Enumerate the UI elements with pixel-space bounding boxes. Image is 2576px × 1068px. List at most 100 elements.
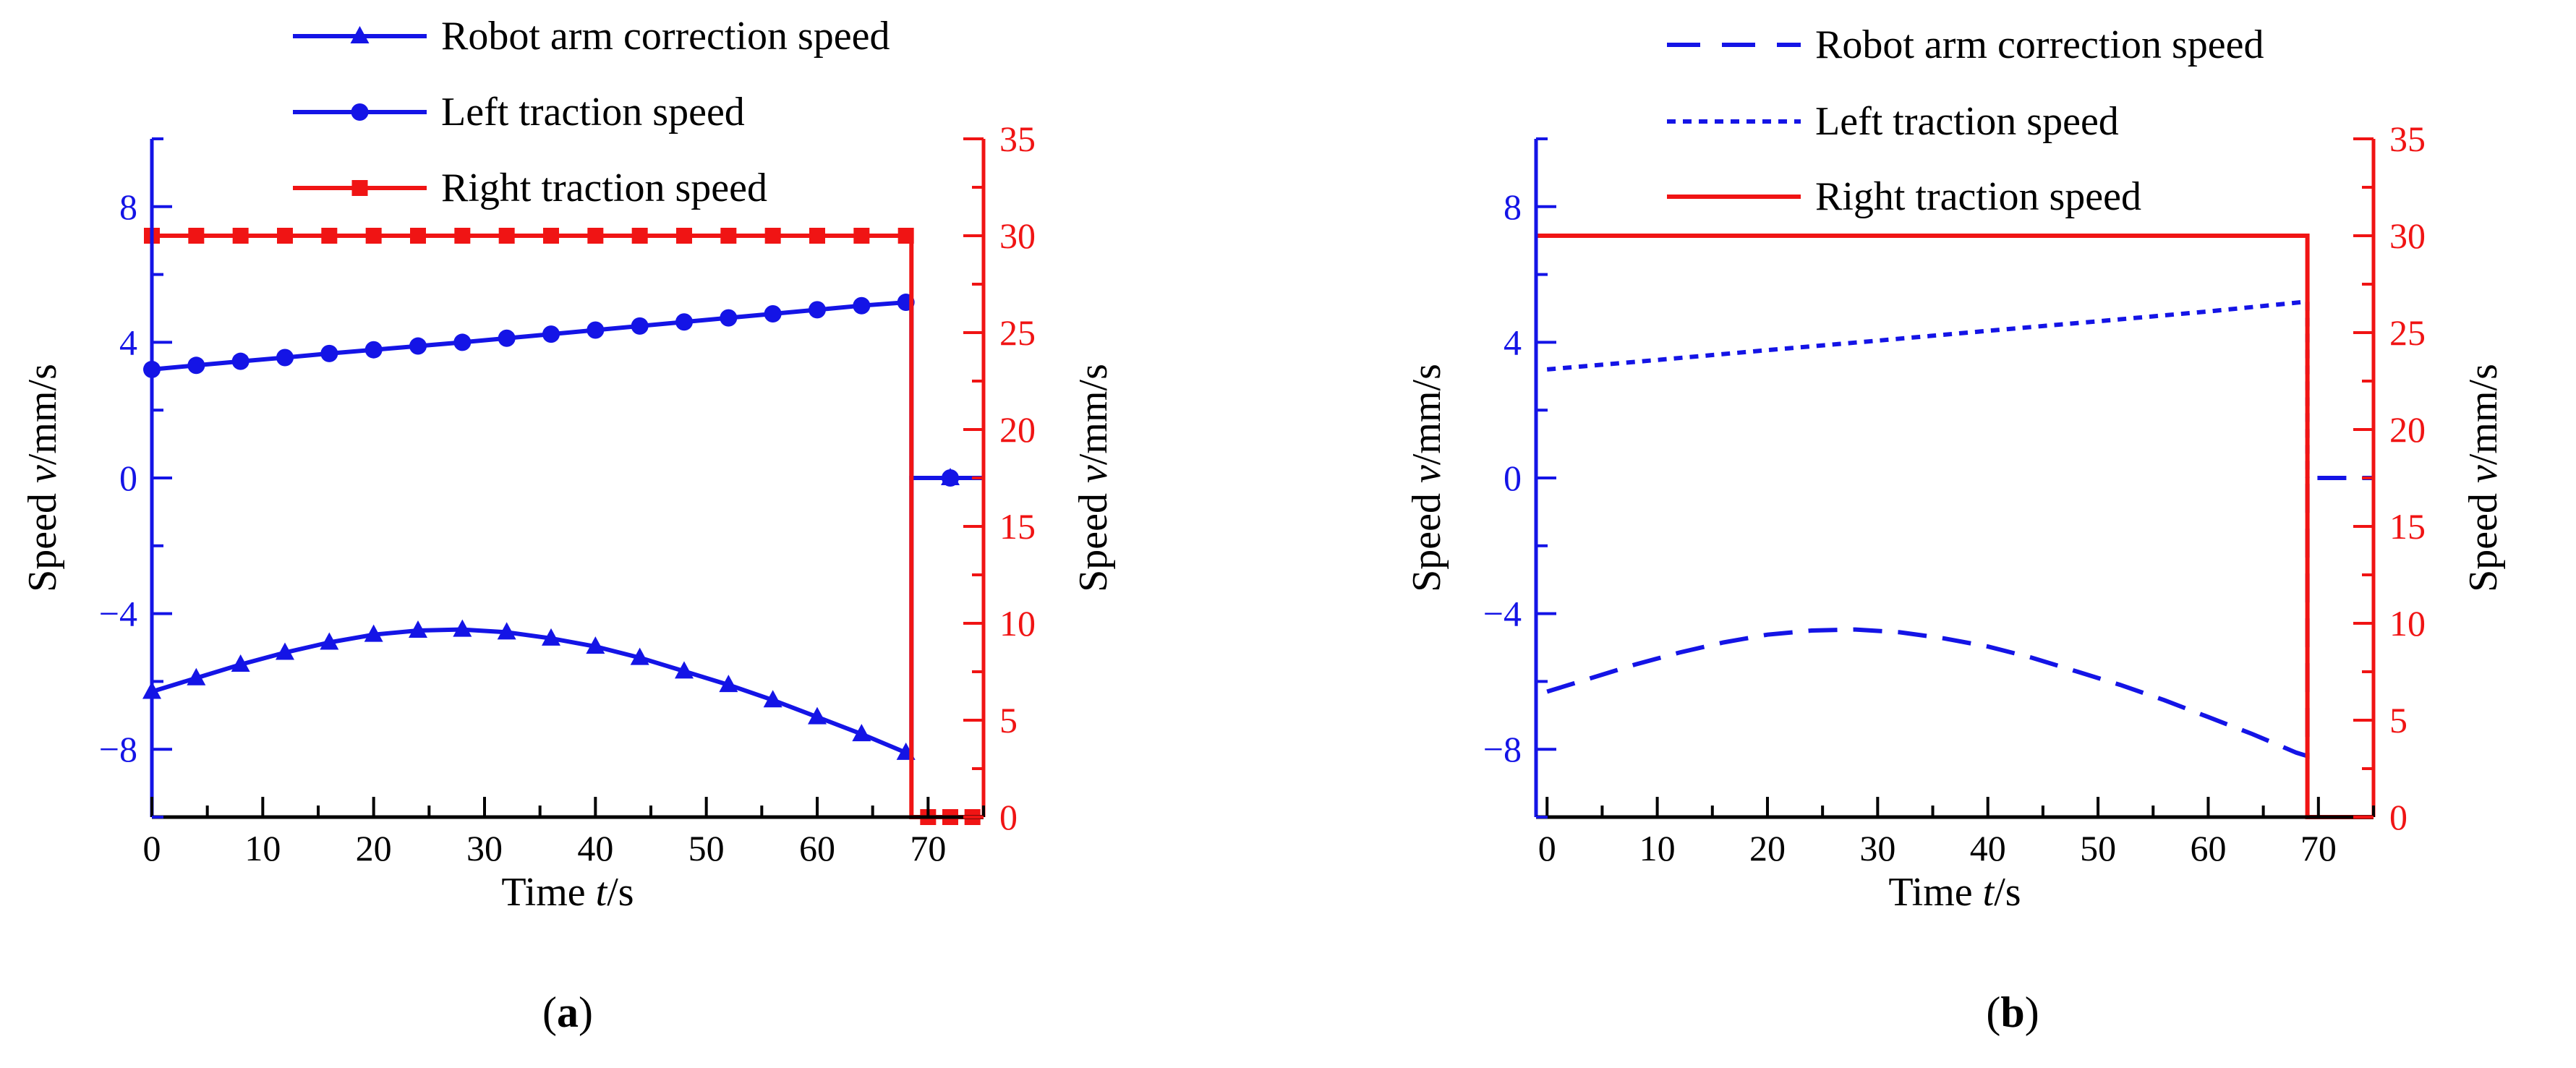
x-tick-label: 40 <box>577 828 613 868</box>
y-left-axis-title-var: v <box>20 465 65 483</box>
circle-marker <box>942 469 959 487</box>
triangle-marker <box>763 690 782 708</box>
y-right-tick-label: 25 <box>2389 312 2426 353</box>
triangle-marker <box>542 628 560 646</box>
y-right-axis-title-var: v <box>2461 465 2506 483</box>
circle-marker <box>587 321 605 339</box>
y-left-tick-label: −8 <box>1483 729 1522 769</box>
circle-marker <box>409 337 427 355</box>
square-marker <box>277 228 293 244</box>
x-tick-label: 30 <box>1859 828 1895 868</box>
y-right-tick-label: 30 <box>999 215 1036 256</box>
circle-marker <box>320 344 338 362</box>
y-right-tick-label: 25 <box>999 312 1036 353</box>
square-marker <box>365 228 382 244</box>
legend-circle-marker <box>351 103 369 121</box>
x-tick-label: 50 <box>2080 828 2116 868</box>
chart-panel-b: 0 10 20 30 40 50 60 70 −8 −4 0 4 8 0 5 10 15 20 25 30 35 Time… <box>1404 22 2506 1036</box>
y-left-axis-title-prefix: Speed <box>20 483 65 592</box>
square-marker <box>676 228 692 244</box>
chart-panel-a: 0 10 20 30 40 50 60 70 −8 −4 0 4 8 0 5 10 15 20 25 30 35 Time… <box>20 14 1116 1036</box>
y-right-axis-title: Speed v/mm/s <box>2461 364 2506 592</box>
y-right-axis-title-suffix: /mm/s <box>2461 364 2506 465</box>
circle-marker <box>675 313 693 331</box>
triangle-marker <box>453 619 472 637</box>
circle-marker <box>231 352 250 370</box>
circle-marker <box>809 301 826 319</box>
y-right-tick-label: 15 <box>999 506 1036 547</box>
y-left-tick-label: −8 <box>99 729 137 769</box>
y-right-tick-label: 0 <box>2389 797 2407 837</box>
square-marker <box>410 228 426 244</box>
x-axis-title-var: t <box>1983 870 1995 915</box>
circle-marker <box>498 329 516 347</box>
square-marker <box>853 228 870 244</box>
y-left-tick-label: −4 <box>99 594 137 634</box>
y-left-tick-label: 8 <box>1504 187 1522 227</box>
series-line-right-traction-speed <box>1536 234 2374 819</box>
x-tick-label: 10 <box>244 828 281 868</box>
square-marker <box>321 228 338 244</box>
legend-triangle-marker <box>350 26 370 43</box>
x-axis-title: Time t/s <box>1888 870 2021 915</box>
y-right-tick-label: 5 <box>999 700 1018 740</box>
panel-label-open: ( <box>542 988 557 1036</box>
x-axis-title: Time t/s <box>501 870 634 915</box>
x-tick-label: 70 <box>910 828 946 868</box>
square-marker <box>809 228 825 244</box>
x-tick-label: 50 <box>688 828 725 868</box>
panel-label: (b) <box>1986 988 2039 1036</box>
x-axis-title-prefix: Time <box>1888 870 1982 915</box>
y-right-axis-title-prefix: Speed <box>1071 483 1116 592</box>
y-right-tick-label: 35 <box>999 119 1036 159</box>
y-right-tick-label: 10 <box>2389 603 2426 644</box>
y-left-tick-label: 8 <box>119 187 137 227</box>
y-right-tick-label: 30 <box>2389 215 2426 256</box>
square-marker <box>897 228 914 244</box>
circle-marker <box>631 317 649 335</box>
y-right-tick-label: 20 <box>2389 409 2426 450</box>
triangle-marker <box>852 724 871 742</box>
legend-label: Robot arm correction speed <box>1815 22 2264 67</box>
y-right-tick-label: 5 <box>2389 700 2407 740</box>
triangle-marker <box>187 667 206 685</box>
y-right-tick-label: 10 <box>999 603 1036 644</box>
y-right-axis-title-suffix: /mm/s <box>1071 364 1116 465</box>
triangle-marker <box>497 622 516 640</box>
y-left-tick-label: 4 <box>119 322 137 362</box>
x-axis-title-suffix: /s <box>607 870 634 915</box>
x-tick-label: 60 <box>2190 828 2226 868</box>
square-marker <box>498 228 515 244</box>
triangle-marker <box>364 624 383 642</box>
circle-marker <box>542 325 560 343</box>
y-left-tick-label: 0 <box>1504 458 1522 498</box>
x-tick-label: 0 <box>1538 828 1556 868</box>
triangle-marker <box>276 642 294 660</box>
square-marker <box>543 228 559 244</box>
y-left-axis-title-var: v <box>1404 465 1449 483</box>
square-marker <box>188 228 205 244</box>
series-line-robot-arm-correction-speed <box>1546 476 2374 759</box>
series-line-robot-arm-correction-speed <box>151 476 984 760</box>
triangle-marker <box>808 706 827 725</box>
panel-label: (a) <box>542 988 593 1036</box>
y-right-axis-title-prefix: Speed <box>2461 483 2506 592</box>
y-right-tick-label: 15 <box>2389 506 2426 547</box>
square-marker <box>764 228 781 244</box>
triangle-marker <box>409 620 427 638</box>
y-right-tick-label: 20 <box>999 409 1036 450</box>
series-line-left-traction-speed <box>1546 299 2310 478</box>
circle-marker <box>453 333 472 351</box>
panel-label-close: ) <box>2025 988 2039 1036</box>
circle-marker <box>364 341 383 359</box>
y-right-tick-label: 35 <box>2389 119 2426 159</box>
legend-label: Right traction speed <box>441 166 767 210</box>
y-left-axis-title-suffix: /mm/s <box>20 364 65 465</box>
circle-marker <box>720 309 738 327</box>
square-marker <box>232 228 249 244</box>
x-tick-label: 0 <box>143 828 161 868</box>
triangle-marker <box>719 675 738 693</box>
legend-label: Left traction speed <box>1815 99 2119 144</box>
panel-label-close: ) <box>579 988 593 1036</box>
